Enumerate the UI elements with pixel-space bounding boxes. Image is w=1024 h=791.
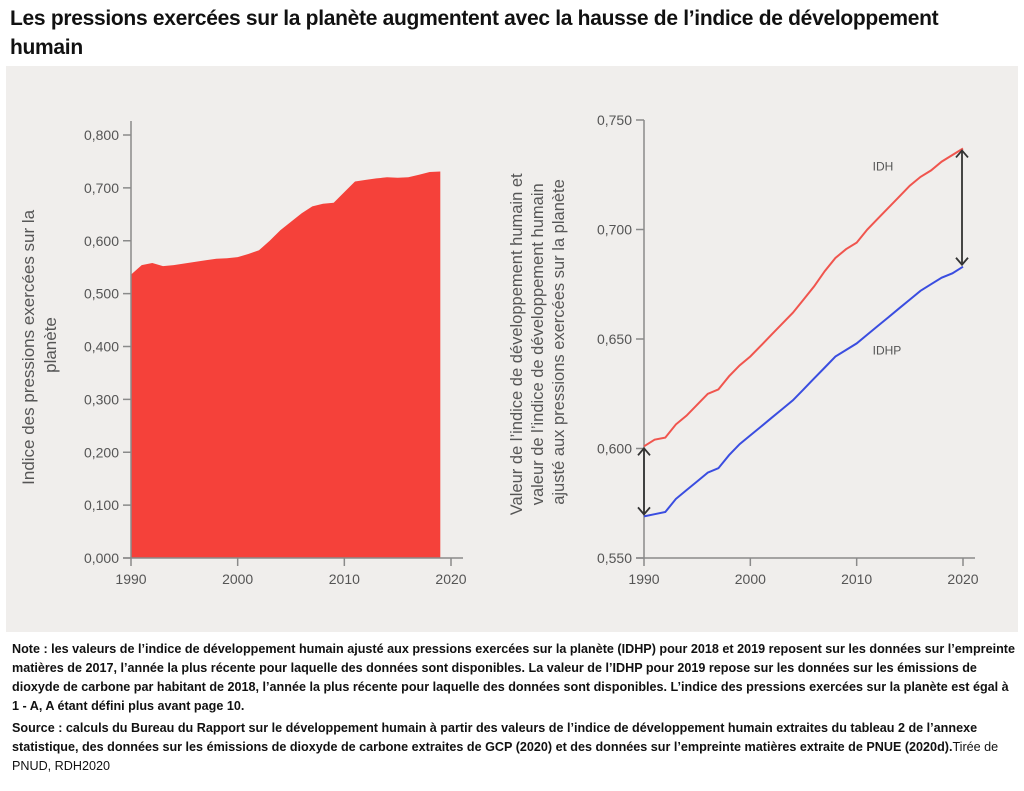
right-y-axis-label-line3: ajusté aux pressions exercées sur la pla…: [550, 179, 568, 505]
left-y-axis-label-line2: planète: [41, 317, 60, 373]
y-tick-label: 0,550: [597, 550, 632, 566]
y-tick-label: 0,750: [597, 112, 632, 128]
x-tick-label: 2000: [735, 571, 766, 587]
right-y-ticks: 0,550 0,600 0,650 0,700 0,750: [597, 112, 644, 566]
arrow-head-up: [955, 149, 969, 159]
notes-section: Note : les valeurs de l’indice de dévelo…: [12, 640, 1017, 779]
y-tick-label: 0,800: [84, 127, 119, 143]
right-y-axis-label: Valeur de l’indice de développement huma…: [508, 169, 568, 515]
right-x-ticks: 1990 2000 2010 2020: [628, 558, 979, 587]
y-tick-label: 0,700: [84, 180, 119, 196]
x-tick-label: 2020: [435, 571, 466, 587]
charts-svg: 0,000 0,100 0,200 0,300 0,400 0,500 0,600 0,700…: [19, 112, 979, 587]
line-idhp: [643, 265, 964, 518]
series-label-idhp: IDHP: [873, 343, 902, 357]
right-y-axis-label-line1: Valeur de l’indice de développement huma…: [508, 173, 526, 515]
line-idh: [643, 147, 964, 448]
y-tick-label: 0,600: [84, 233, 119, 249]
page-title: Les pressions exercées sur la planète au…: [10, 7, 939, 59]
y-tick-label: 0,100: [84, 497, 119, 513]
y-tick-label: 0,000: [84, 550, 119, 566]
arrow-head-up: [637, 446, 651, 456]
source-paragraph: Source : calculs du Bureau du Rapport su…: [12, 719, 1017, 776]
left-y-axis-label: Indice des pressions exercées sur la pla…: [19, 205, 60, 485]
y-tick-label: 0,700: [597, 222, 632, 238]
credit-text: Tirée de PNUD, RDH2020: [12, 740, 999, 773]
y-tick-label: 0,650: [597, 331, 632, 347]
gap-arrow-2020: [955, 149, 969, 267]
right-y-axis-label-line2: valeur de l’indice de développement huma…: [529, 183, 547, 505]
series-label-idh: IDH: [873, 159, 894, 173]
left-y-ticks: 0,000 0,100 0,200 0,300 0,400 0,500 0,600 0,700…: [84, 127, 131, 566]
x-tick-label: 1990: [628, 571, 659, 587]
y-tick-label: 0,500: [84, 286, 119, 302]
note-text: Note : les valeurs de l’indice de dévelo…: [12, 642, 1015, 713]
y-tick-label: 0,600: [597, 441, 632, 457]
right-chart: 0,550 0,600 0,650 0,700 0,750 1990 2000 2010 20…: [508, 112, 979, 587]
arrow-head-down: [955, 257, 969, 267]
chart-panel: 0,000 0,100 0,200 0,300 0,400 0,500 0,600 0,700…: [6, 66, 1018, 632]
x-tick-label: 2020: [947, 571, 978, 587]
gap-arrow-1990: [637, 446, 651, 516]
y-tick-label: 0,200: [84, 444, 119, 460]
x-tick-label: 2000: [222, 571, 253, 587]
source-text: Source : calculs du Bureau du Rapport su…: [12, 721, 978, 754]
arrow-head-down: [637, 506, 651, 516]
x-tick-label: 1990: [115, 571, 146, 587]
y-tick-label: 0,400: [84, 339, 119, 355]
left-y-axis-label-line1: Indice des pressions exercées sur la: [19, 209, 38, 485]
x-tick-label: 2010: [329, 571, 360, 587]
left-chart: 0,000 0,100 0,200 0,300 0,400 0,500 0,600 0,700…: [19, 121, 467, 587]
y-tick-label: 0,300: [84, 391, 119, 407]
area-pressure-index: [131, 171, 441, 558]
x-tick-label: 2010: [841, 571, 872, 587]
left-x-ticks: 1990 2000 2010 2020: [115, 558, 467, 587]
